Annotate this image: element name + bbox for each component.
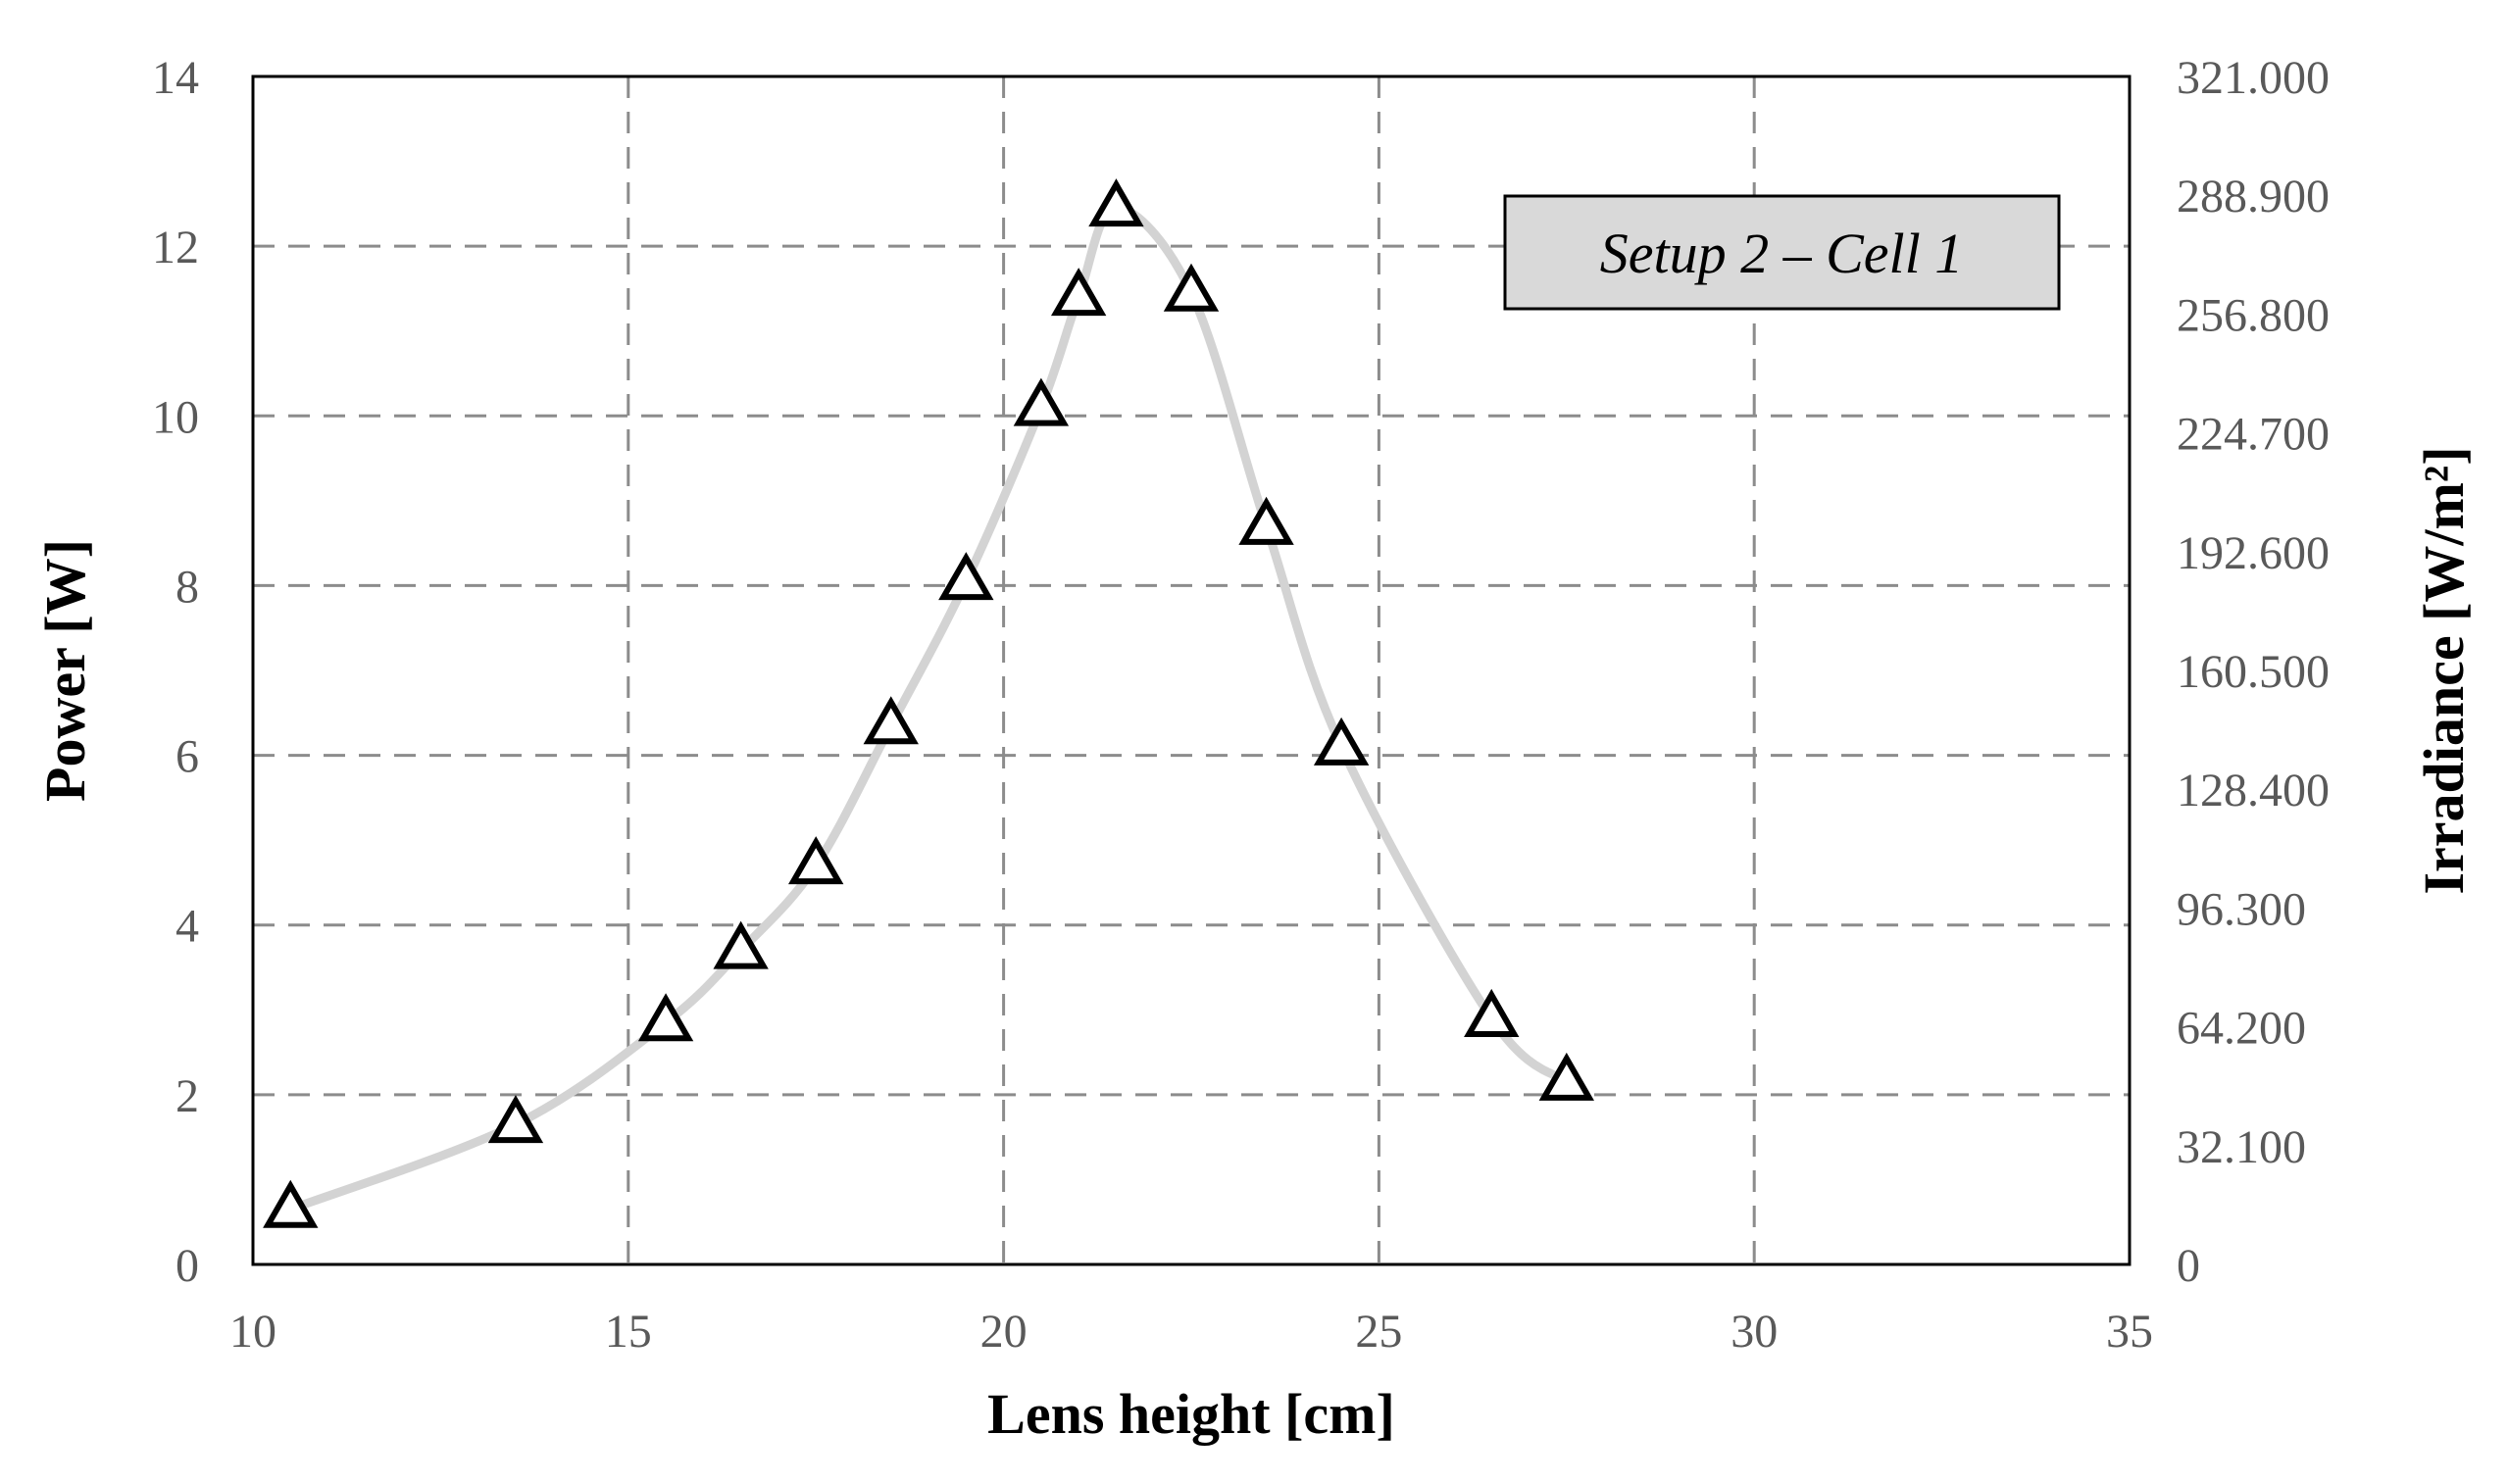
y2-tick-label: 32.100 [2177, 1121, 2306, 1173]
data-point-marker [1464, 988, 1520, 1037]
y-tick-label: 4 [176, 901, 199, 953]
data-point-marker [263, 1179, 319, 1228]
y-tick-label: 12 [152, 222, 199, 273]
data-point-marker [487, 1095, 544, 1144]
data-point-marker [1050, 268, 1107, 317]
x-tick-label: 20 [980, 1306, 1028, 1358]
y-tick-label: 8 [176, 561, 199, 613]
y2-tick-label: 64.200 [2177, 1003, 2306, 1055]
x-tick-label: 35 [2106, 1306, 2153, 1358]
x-tick-label: 10 [229, 1306, 276, 1358]
y2-tick-label: 128.400 [2177, 765, 2330, 816]
y2-tick-label: 192.600 [2177, 527, 2330, 579]
x-axis-title: Lens height [cm] [987, 1382, 1395, 1446]
x-axis-tick-labels: 10 15 20 25 30 35 [229, 1306, 2153, 1358]
y-axis-tick-labels: 0 2 4 6 8 10 12 14 [152, 52, 199, 1292]
y2-tick-label: 96.300 [2177, 883, 2306, 935]
data-point-marker [1238, 496, 1294, 545]
plot-area-frame [251, 74, 2132, 1266]
y2-tick-label: 321.000 [2177, 52, 2330, 104]
y-tick-label: 0 [176, 1240, 199, 1292]
y-tick-label: 10 [152, 391, 199, 443]
data-point-marker [1313, 717, 1370, 766]
x-tick-label: 30 [1731, 1306, 1778, 1358]
y-tick-label: 6 [176, 731, 199, 783]
data-point-marker [938, 552, 994, 601]
y-tick-label: 14 [152, 52, 199, 104]
x-tick-label: 15 [605, 1306, 652, 1358]
data-point-marker [1163, 263, 1220, 312]
y2-axis-tick-labels: 0 32.100 64.200 96.300 128.400 160.500 192.600… [2177, 52, 2330, 1292]
data-point-marker [1088, 178, 1144, 227]
x-tick-label: 25 [1355, 1306, 1402, 1358]
power-series-line [285, 203, 1572, 1214]
data-point-marker [637, 993, 694, 1042]
annotation-label: Setup 2 – Cell 1 [1600, 222, 1964, 285]
y2-tick-label: 256.800 [2177, 289, 2330, 341]
data-point-marker [1538, 1052, 1594, 1101]
annotation-background [1503, 194, 2061, 311]
data-point-marker [863, 696, 919, 745]
power-series-markers [263, 178, 1594, 1228]
y2-axis-title: Irradiance [W/m²] [2412, 446, 2476, 894]
data-point-marker [1013, 377, 1070, 426]
y2-tick-label: 160.500 [2177, 646, 2330, 698]
y2-tick-label: 0 [2177, 1240, 2200, 1292]
data-point-marker [713, 920, 769, 969]
y-tick-label: 2 [176, 1070, 199, 1122]
y2-tick-label: 288.900 [2177, 171, 2330, 223]
annotation-box: Setup 2 – Cell 1 [1503, 194, 2061, 311]
y2-tick-label: 224.700 [2177, 409, 2330, 461]
data-point-marker [788, 836, 844, 885]
y-axis-title: Power [W] [33, 539, 97, 802]
